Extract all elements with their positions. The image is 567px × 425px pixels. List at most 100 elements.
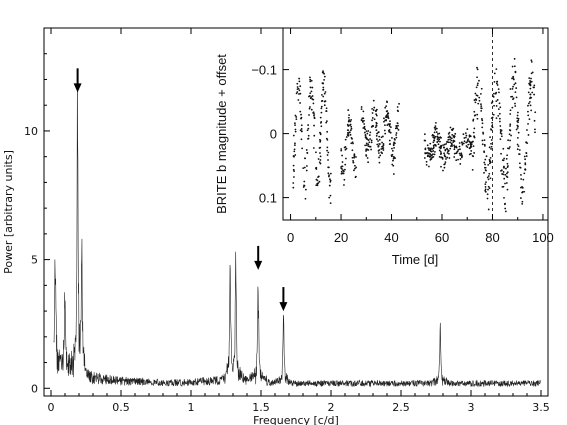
lightcurve-point: [349, 129, 352, 132]
lightcurve-point: [432, 134, 435, 137]
lightcurve-point: [510, 134, 512, 137]
lightcurve-point: [516, 114, 519, 117]
lightcurve-point: [447, 141, 450, 144]
peak-arrow: [73, 68, 82, 93]
lightcurve-point: [372, 109, 375, 111]
lightcurve-point: [487, 178, 490, 181]
lightcurve-point: [529, 93, 532, 96]
lightcurve-point: [375, 108, 378, 111]
lightcurve-point: [478, 96, 481, 99]
lightcurve-point: [307, 127, 310, 130]
lightcurve-point: [518, 153, 521, 155]
lightcurve-point: [351, 149, 354, 152]
lightcurve-point: [435, 121, 437, 124]
lightcurve-point: [306, 151, 309, 154]
main-ytick-label: 5: [31, 254, 38, 267]
lightcurve-point: [514, 71, 517, 74]
lightcurve-point: [512, 85, 514, 88]
lightcurve-point: [516, 137, 519, 139]
lightcurve-point: [453, 148, 456, 151]
lightcurve-point: [396, 122, 399, 125]
lightcurve-point: [493, 72, 496, 75]
lightcurve-point: [448, 157, 451, 159]
lightcurve-point: [307, 124, 310, 126]
lightcurve-point: [321, 82, 324, 85]
lightcurve-point: [397, 110, 399, 113]
lightcurve-point: [488, 172, 491, 175]
lightcurve-point: [478, 79, 480, 82]
lightcurve-point: [370, 148, 372, 151]
lightcurve-point: [388, 125, 391, 127]
lightcurve-point: [432, 146, 435, 148]
lightcurve-point: [370, 141, 373, 144]
lightcurve-point: [516, 117, 519, 120]
lightcurve-point: [310, 90, 313, 93]
lightcurve-point: [309, 92, 312, 95]
lightcurve-point: [440, 152, 443, 155]
lightcurve-point: [487, 185, 490, 188]
lightcurve-point: [472, 145, 475, 148]
lightcurve-point: [490, 142, 492, 145]
main-ytick-label: 0: [31, 382, 38, 395]
lightcurve-point: [341, 172, 344, 175]
lightcurve-point: [513, 57, 516, 60]
lightcurve-point: [299, 92, 302, 95]
lightcurve-point: [482, 131, 484, 134]
lightcurve-point: [497, 88, 500, 90]
lightcurve-point: [528, 118, 531, 121]
lightcurve-point: [473, 152, 476, 154]
lightcurve-point: [431, 156, 433, 159]
lightcurve-point: [299, 85, 302, 88]
lightcurve-point: [514, 102, 516, 105]
lightcurve-point: [495, 100, 498, 103]
lightcurve-point: [360, 108, 363, 111]
lightcurve-point: [294, 124, 296, 127]
lightcurve-point: [322, 86, 325, 89]
lightcurve-point: [318, 180, 321, 183]
lightcurve-point: [313, 117, 316, 120]
lightcurve-point: [341, 154, 344, 157]
lightcurve-point: [360, 106, 363, 108]
lightcurve-point: [361, 117, 364, 120]
lightcurve-point: [451, 128, 454, 131]
lightcurve-point: [458, 145, 461, 148]
lightcurve-point: [340, 172, 343, 175]
lightcurve-point: [485, 155, 488, 158]
lightcurve-point: [320, 105, 323, 108]
lightcurve-point: [534, 128, 536, 131]
lightcurve-point: [499, 138, 502, 141]
lightcurve-point: [433, 131, 436, 134]
lightcurve-point: [367, 143, 370, 146]
inset-background: [283, 28, 548, 220]
lightcurve-point: [446, 140, 449, 143]
lightcurve-point: [312, 147, 315, 149]
lightcurve-point: [492, 95, 494, 98]
lightcurve-point: [433, 139, 435, 142]
inset-ytick-label: 0.1: [259, 191, 277, 206]
lightcurve-point: [499, 125, 502, 127]
lightcurve-point: [381, 152, 384, 155]
lightcurve-point: [348, 131, 351, 134]
lightcurve-point: [530, 60, 533, 63]
lightcurve-point: [375, 114, 378, 117]
lightcurve-point: [434, 128, 437, 131]
lightcurve-point: [440, 165, 442, 168]
lightcurve-point: [476, 117, 479, 120]
lightcurve-point: [529, 100, 531, 103]
lightcurve-point: [384, 106, 387, 109]
lightcurve-point: [463, 140, 466, 143]
lightcurve-point: [398, 102, 400, 105]
lightcurve-point: [450, 139, 453, 142]
lightcurve-point: [293, 144, 296, 147]
lightcurve-point: [479, 92, 482, 95]
lightcurve-point: [498, 117, 501, 120]
inset-xtick-label: 40: [384, 230, 398, 245]
lightcurve-point: [365, 130, 368, 133]
lightcurve-point: [484, 163, 486, 166]
lightcurve-point: [508, 147, 510, 150]
lightcurve-point: [328, 166, 330, 169]
lightcurve-point: [325, 121, 328, 124]
lightcurve-point: [521, 186, 524, 189]
lightcurve-point: [302, 186, 305, 188]
lightcurve-point: [329, 180, 332, 183]
